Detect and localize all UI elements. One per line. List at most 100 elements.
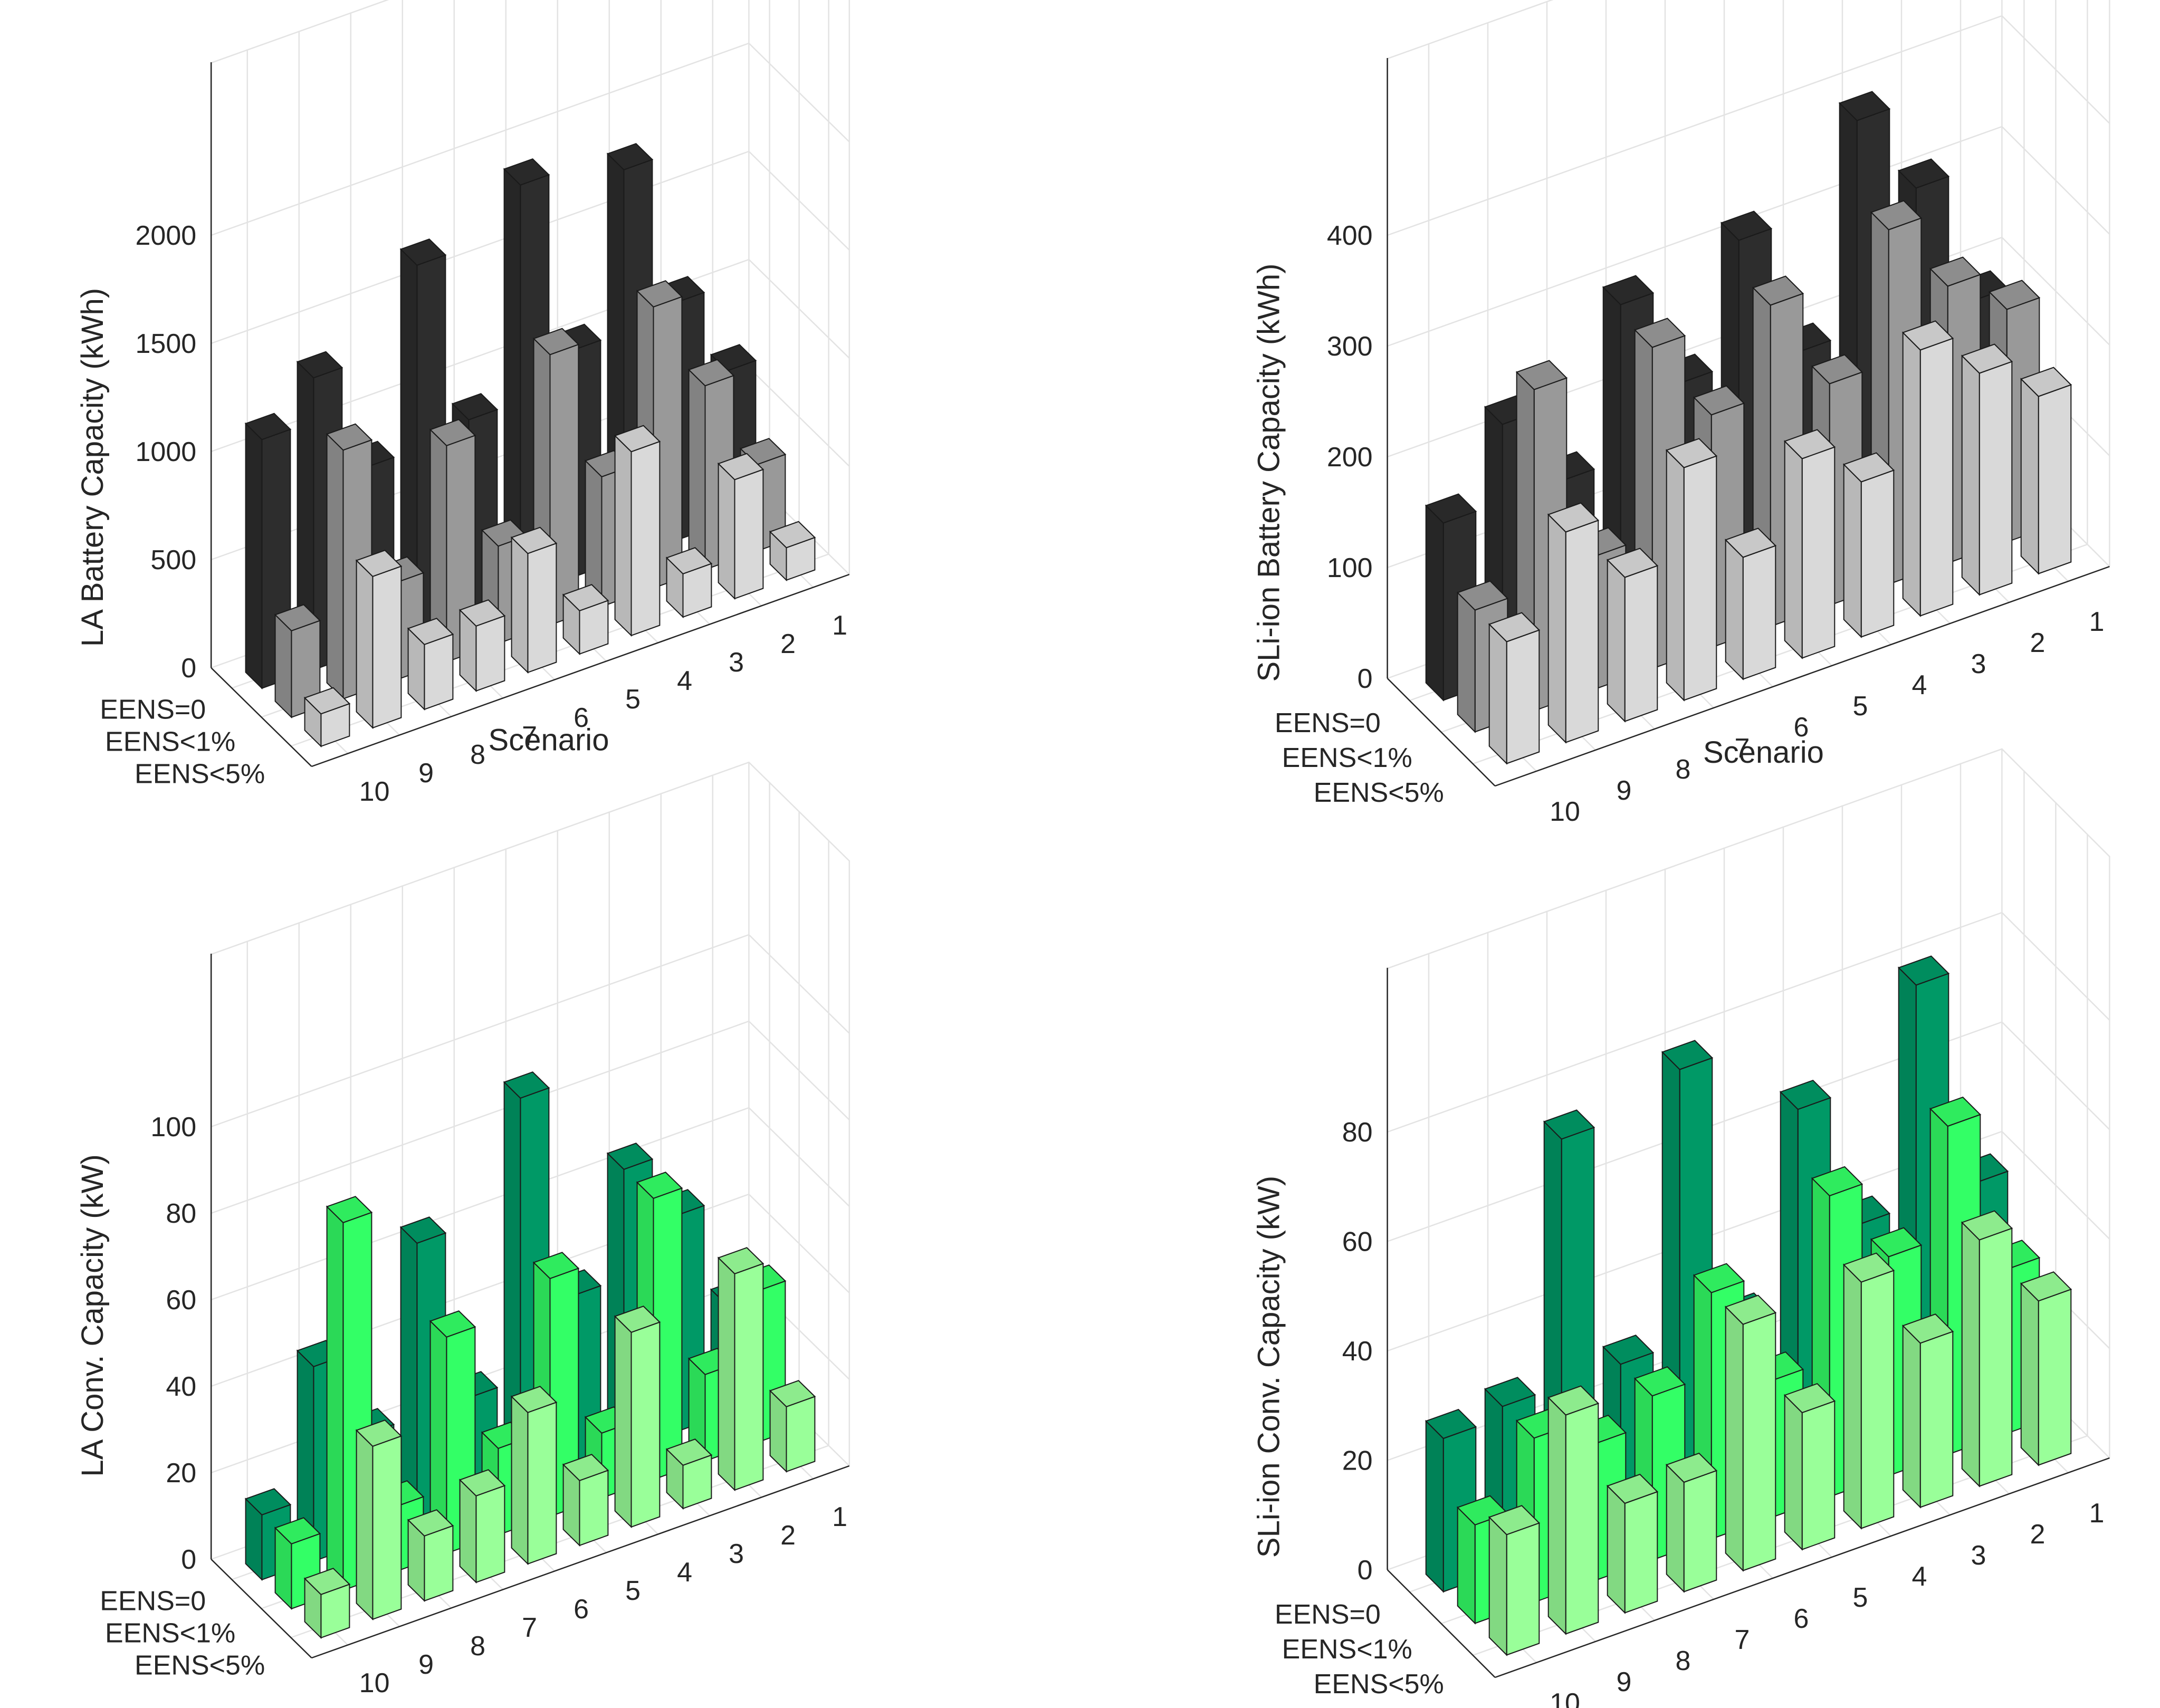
bar [512, 527, 557, 673]
x-tick-label: 7 [1735, 1625, 1750, 1655]
x-tick-label: 10 [359, 776, 390, 807]
bar-front-face [1861, 1271, 1894, 1529]
bar [460, 1470, 505, 1582]
bar [1844, 453, 1894, 637]
y-tick-label: EENS<1% [1282, 1634, 1412, 1665]
gridline-z-back [211, 43, 749, 235]
gridline-z-back [211, 762, 749, 954]
z-tick-label: 80 [1342, 1117, 1373, 1148]
x-tick-label: 8 [1676, 754, 1691, 785]
bar-front-face [787, 1397, 815, 1472]
bar [1962, 1211, 2012, 1486]
z-tick-label: 200 [1327, 442, 1373, 473]
x-tick-label: 1 [832, 1502, 847, 1532]
figure-canvas: 050010001500200012345678910EENS=0EENS<1%… [0, 0, 2160, 1708]
bar-front-face [424, 635, 453, 709]
bar-side-face [1608, 1486, 1625, 1613]
bar [1489, 613, 1540, 764]
x-tick-label: 5 [625, 1576, 641, 1606]
z-tick-label: 400 [1327, 220, 1373, 251]
bar-front-face [476, 616, 504, 691]
bar-side-face [2021, 379, 2039, 574]
y-tick-label: EENS<5% [135, 759, 265, 790]
z-tick-label: 2000 [136, 220, 197, 251]
bar [408, 1510, 453, 1601]
bar-side-face [357, 1431, 373, 1619]
z-axis-label: SLi-ion Battery Capacity (kWh) [1252, 264, 1286, 682]
y-tick-label: EENS<5% [1314, 778, 1444, 808]
bar-side-face [1962, 1223, 1980, 1486]
bar-front-face [580, 1471, 608, 1546]
bar-side-face [719, 1258, 735, 1490]
z-tick-label: 80 [166, 1198, 196, 1229]
bar-side-face [1549, 515, 1566, 743]
bar-side-face [1785, 442, 1802, 658]
z-tick-label: 0 [1358, 664, 1373, 694]
bar-side-face [1903, 1326, 1920, 1507]
x-tick-label: 9 [418, 1649, 434, 1680]
bar-front-face [735, 1264, 763, 1490]
z-tick-label: 1500 [136, 329, 197, 359]
x-tick-label: 2 [2030, 628, 2046, 658]
bar-side-face [512, 538, 528, 673]
bar [719, 454, 763, 599]
bar-side-face [2021, 1283, 2039, 1465]
bar-side-face [1726, 540, 1743, 679]
y-tick-label: EENS=0 [100, 695, 206, 725]
x-tick-label: 4 [1912, 670, 1927, 701]
z-tick-label: 100 [150, 1112, 196, 1143]
bar-front-face [1802, 1401, 1835, 1549]
bar-front-face [424, 1526, 453, 1601]
bar [2021, 1272, 2071, 1465]
bar [2021, 368, 2071, 574]
bar-front-face [632, 442, 660, 636]
bar-front-face [372, 1436, 401, 1619]
x-tick-label: 6 [574, 1594, 589, 1625]
bar [1667, 1453, 1717, 1592]
x-tick-label: 8 [470, 740, 485, 770]
bar-side-face [246, 424, 262, 688]
x-tick-label: 10 [1550, 797, 1580, 827]
bar-side-face [615, 436, 632, 636]
bar [1549, 1386, 1599, 1634]
bar-side-face [1458, 1508, 1475, 1624]
bar-side-face [1549, 1398, 1566, 1634]
bar-side-face [1426, 506, 1444, 701]
x-tick-label: 2 [780, 1520, 796, 1551]
chart-sli-battery: 010020030040012345678910EENS=0EENS<1%EEN… [1252, 0, 2110, 827]
bar [512, 1386, 557, 1564]
bar [1608, 549, 1658, 722]
z-tick-label: 0 [181, 653, 196, 684]
bar-side-face [1667, 450, 1684, 701]
y-tick-label: EENS<5% [135, 1651, 265, 1681]
bar [408, 618, 453, 709]
y-tick-label: EENS=0 [1275, 708, 1381, 738]
bar-side-face [1726, 1307, 1743, 1571]
bar-front-face [1920, 339, 1953, 616]
x-tick-label: 8 [470, 1631, 485, 1662]
x-tick-label: 3 [1971, 649, 1986, 679]
x-tick-label: 10 [359, 1668, 390, 1699]
bar-front-face [528, 1403, 556, 1564]
chart-la-battery: 050010001500200012345678910EENS=0EENS<1%… [75, 0, 849, 807]
bar-side-face [1489, 625, 1507, 764]
x-tick-label: 9 [1617, 1667, 1632, 1697]
bar-side-face [357, 561, 373, 728]
bar-side-face [1489, 1517, 1507, 1655]
y-tick-label: EENS<5% [1314, 1669, 1444, 1700]
bar-side-face [689, 370, 705, 570]
bar [1903, 321, 1953, 616]
bar-front-face [1684, 1471, 1717, 1592]
bar [1549, 503, 1599, 743]
x-tick-label: 4 [1912, 1561, 1927, 1592]
x-axis-label: Scenario [1703, 735, 1824, 770]
bar [770, 522, 815, 580]
bar [615, 1306, 660, 1527]
bar-front-face [1980, 1229, 2012, 1486]
bar-front-face [1802, 447, 1835, 658]
bar-front-face [476, 1486, 504, 1582]
x-tick-label: 1 [2089, 1498, 2105, 1529]
bar-front-face [2039, 1289, 2071, 1465]
gridline-z-back [1388, 0, 2002, 59]
bar [563, 1454, 608, 1546]
